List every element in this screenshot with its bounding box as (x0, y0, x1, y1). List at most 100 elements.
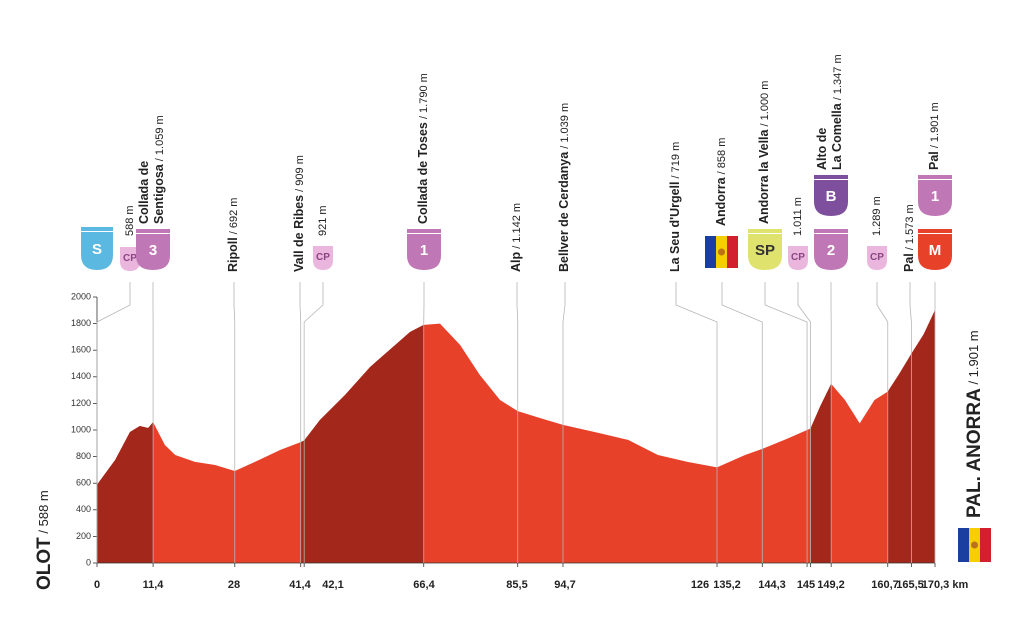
badge (407, 234, 441, 270)
x-tick-label: 145 (797, 579, 815, 591)
leader-line (909, 282, 912, 563)
badge-text: M (929, 242, 942, 259)
y-tick-label: 0 (86, 557, 91, 567)
leader-line (797, 282, 811, 563)
x-tick-label: 170,3 km (922, 579, 969, 591)
badge-text: CP (791, 252, 805, 263)
badge (918, 234, 952, 270)
waypoint-name: Alto de (815, 128, 829, 170)
waypoint-name: La Seu d'Urgell (668, 182, 682, 273)
waypoint-name: Alp (509, 252, 523, 273)
y-tick-label: 200 (76, 531, 91, 541)
waypoint-label: La Comella / 1.347 m (830, 54, 844, 170)
waypoint-label: Collada de (137, 161, 151, 224)
waypoint-name: Andorra (714, 176, 728, 226)
badge-band (81, 227, 113, 231)
waypoint-name: Vall de Ribes (292, 195, 306, 272)
waypoint-label: 1.011 m (792, 197, 804, 236)
waypoint-altitude: / 1.000 m (759, 81, 771, 130)
x-tick-label: 11,4 (143, 579, 165, 591)
waypoint-label: Alto de (815, 128, 829, 170)
y-tick-label: 400 (76, 504, 91, 514)
x-tick-label: 94,7 (554, 579, 575, 591)
x-tick-label: 126 (691, 579, 709, 591)
waypoint-altitude: / 1.347 m (832, 54, 844, 103)
waypoint-label: Sentigosa / 1.059 m (152, 115, 166, 224)
badge-band (918, 175, 952, 179)
waypoint-altitude: / 692 m (228, 198, 240, 238)
badge (120, 247, 140, 271)
badge (918, 180, 952, 216)
badge-band (814, 175, 848, 179)
y-tick-label: 1600 (71, 345, 91, 355)
elevation-area (97, 310, 935, 563)
x-tick-label: 85,5 (506, 579, 527, 591)
leader-line (562, 282, 566, 563)
y-tick-label: 1400 (71, 371, 91, 381)
leader-line (721, 282, 763, 563)
waypoint-altitude: / 1.142 m (511, 203, 523, 252)
badge (81, 232, 113, 270)
waypoint-name: Collada de (137, 161, 151, 224)
badge (814, 234, 848, 270)
waypoint-label: Andorra / 858 m (714, 138, 728, 226)
waypoint-altitude: / 1.059 m (154, 115, 166, 164)
waypoint-label: Alp / 1.142 m (509, 203, 523, 272)
waypoint-name: Collada de Toses (416, 122, 430, 224)
waypoint-name: La Comella (830, 102, 844, 170)
badge-text: CP (870, 252, 884, 263)
waypoint-altitude: / 858 m (716, 138, 728, 178)
x-tick-label: 66,4 (413, 579, 435, 591)
badge-band (918, 229, 952, 233)
waypoint-label: Vall de Ribes / 909 m (292, 155, 306, 272)
y-tick-label: 2000 (71, 291, 91, 301)
badge-text: CP (123, 253, 137, 264)
waypoint-name: Bellver de Cerdanya (557, 151, 571, 272)
badge-text: B (826, 188, 837, 205)
badge-text: 1 (931, 188, 939, 205)
leader-line (764, 282, 808, 563)
badge-band (748, 229, 782, 233)
badge-band (814, 229, 848, 233)
x-tick-label: 42,1 (322, 579, 343, 591)
badge (748, 234, 782, 270)
waypoint-name: Ripoll (226, 237, 240, 272)
waypoint-label: 921 m (317, 205, 329, 236)
waypoint-altitude: / 909 m (294, 155, 306, 195)
y-tick-label: 1800 (71, 318, 91, 328)
leader-line (675, 282, 718, 563)
place-name: PAL. ANORRA (964, 388, 985, 518)
waypoint-altitude: 1.289 m (871, 196, 883, 236)
leader-line (299, 282, 302, 563)
waypoint-altitude: / 1.039 m (559, 103, 571, 152)
badge-text: SP (755, 242, 775, 259)
waypoint-label: 588 m (124, 205, 136, 236)
waypoint-label: Andorra la Vella / 1.000 m (757, 81, 771, 224)
waypoint-name: Sentigosa (152, 163, 166, 224)
waypoint-label: 1.289 m (871, 196, 883, 236)
x-tick-label: 41,4 (289, 579, 311, 591)
waypoint-label: Ripoll / 692 m (226, 198, 240, 272)
waypoint-altitude: / 1.790 m (418, 73, 430, 122)
badge-text: 1 (420, 242, 428, 259)
waypoint-name: Pal (927, 151, 941, 170)
waypoint-altitude: 588 m (124, 205, 136, 236)
place-label: PAL. ANORRA / 1.901 m (964, 330, 985, 518)
x-tick-label: 28 (228, 579, 240, 591)
leader-line (303, 282, 324, 563)
waypoint-altitude: / 1.901 m (929, 102, 941, 151)
place-altitude: / 588 m (36, 490, 51, 537)
x-tick-label: 165,5 (896, 579, 924, 591)
badge-text: 2 (827, 242, 835, 259)
badge (814, 180, 848, 216)
waypoint-label: La Seu d'Urgell / 719 m (668, 142, 682, 272)
badge (788, 246, 808, 270)
badge (313, 246, 333, 270)
place-name: OLOT (34, 537, 55, 590)
waypoint-altitude: / 719 m (670, 142, 682, 182)
x-tick-label: 135,2 (713, 579, 741, 591)
place-label: OLOT / 588 m (34, 490, 55, 590)
badge-band (407, 229, 441, 233)
badge-text: CP (316, 252, 330, 263)
